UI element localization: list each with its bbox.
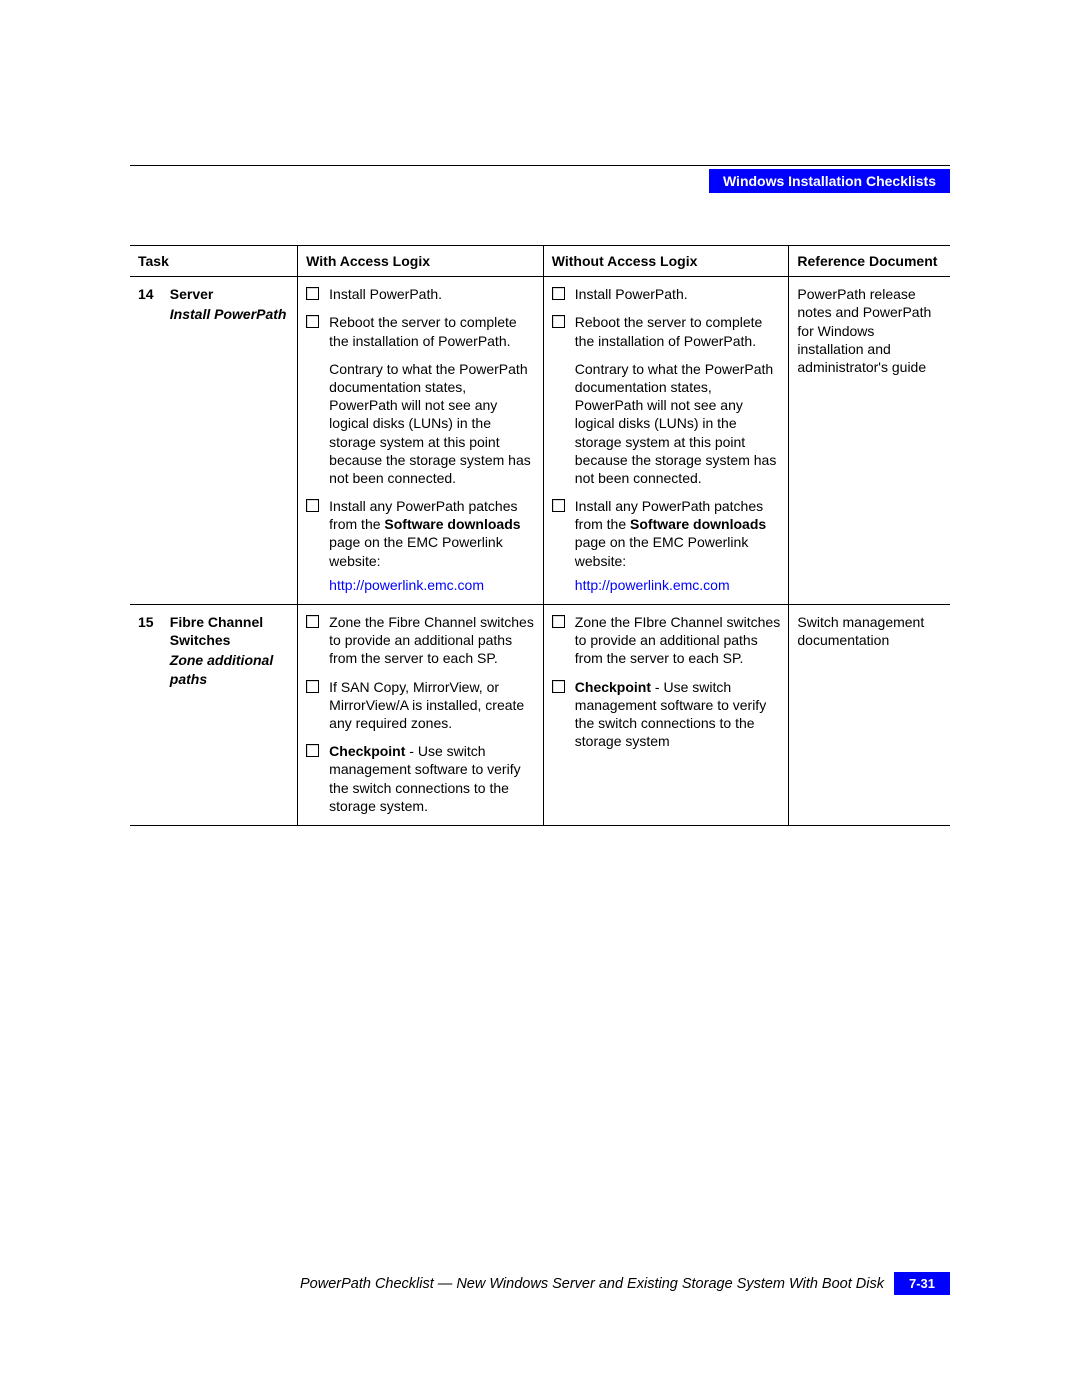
checklist-item-text: Install any PowerPath patches from the S… — [329, 497, 535, 594]
checkbox-icon — [306, 615, 319, 628]
checklist-item: Install PowerPath. — [552, 285, 781, 303]
task-title: Fibre Channel Switches — [170, 613, 289, 649]
checklist-item-text: Install PowerPath. — [575, 285, 781, 303]
task-subtitle: Install PowerPath — [170, 305, 289, 323]
checkbox-icon — [306, 315, 319, 328]
page-content: Windows Installation Checklists Task Wit… — [130, 165, 950, 826]
col-with: With Access Logix — [298, 246, 544, 277]
task-subtitle: Zone additional paths — [170, 651, 289, 687]
task-cell: Server Install PowerPath — [162, 277, 298, 605]
col-without: Without Access Logix — [543, 246, 789, 277]
checklist-item: Install PowerPath. — [306, 285, 535, 303]
checkbox-icon — [552, 499, 565, 512]
section-header: Windows Installation Checklists — [709, 169, 950, 193]
link[interactable]: http://powerlink.emc.com — [575, 577, 730, 593]
checklist-item: Install any PowerPath patches from the S… — [552, 497, 781, 594]
checklist-item-text: Install PowerPath. — [329, 285, 535, 303]
header-bar: Windows Installation Checklists — [130, 169, 950, 193]
col-ref: Reference Document — [789, 246, 950, 277]
checklist-item: Checkpoint - Use switch management softw… — [306, 742, 535, 815]
checkbox-icon — [306, 499, 319, 512]
checklist-item: Checkpoint - Use switch management softw… — [552, 678, 781, 751]
checklist-item-text: Zone the FIbre Channel switches to provi… — [575, 613, 781, 668]
reference-cell: Switch management documentation — [789, 605, 950, 826]
table-row: 14 Server Install PowerPath Install PowerPa… — [130, 277, 950, 605]
checklist-item: Zone the Fibre Channel switches to provi… — [306, 613, 535, 668]
checklist-item-text: Install any PowerPath patches from the S… — [575, 497, 781, 594]
checklist-item: Reboot the server to complete the instal… — [552, 313, 781, 349]
checklist-item-note: Contrary to what the PowerPath documenta… — [575, 360, 781, 487]
with-access-cell: Install PowerPath. Reboot the server to c… — [298, 277, 544, 605]
checklist-item-text: Zone the Fibre Channel switches to provi… — [329, 613, 535, 668]
footer-page-number: 7-31 — [894, 1272, 950, 1295]
checklist-item-text: Checkpoint - Use switch management softw… — [329, 742, 535, 815]
checkbox-icon — [306, 680, 319, 693]
checkbox-icon — [552, 315, 565, 328]
with-access-cell: Zone the Fibre Channel switches to provi… — [298, 605, 544, 826]
checklist-item-text: Checkpoint - Use switch management softw… — [575, 678, 781, 751]
checklist-item-note: Contrary to what the PowerPath documenta… — [329, 360, 535, 487]
reference-cell: PowerPath release notes and PowerPath fo… — [789, 277, 950, 605]
checklist-item: Reboot the server to complete the instal… — [306, 313, 535, 349]
checklist-item-text: If SAN Copy, MirrorView, or MirrorView/A… — [329, 678, 535, 733]
checklist-item: If SAN Copy, MirrorView, or MirrorView/A… — [306, 678, 535, 733]
row-number: 14 — [130, 277, 162, 605]
checkbox-icon — [552, 680, 565, 693]
checklist-item-text: Reboot the server to complete the instal… — [575, 313, 781, 349]
checklist-item: Install any PowerPath patches from the S… — [306, 497, 535, 594]
footer-title: PowerPath Checklist — New Windows Server… — [300, 1276, 884, 1292]
task-cell: Fibre Channel SwitchesZone additional pa… — [162, 605, 298, 826]
checklist-table: Task With Access Logix Without Access Lo… — [130, 245, 950, 826]
checkbox-icon — [552, 287, 565, 300]
task-title: Server — [170, 285, 289, 303]
col-task: Task — [130, 246, 298, 277]
without-access-cell: Install PowerPath. Reboot the server to c… — [543, 277, 789, 605]
checkbox-icon — [306, 287, 319, 300]
link[interactable]: http://powerlink.emc.com — [329, 577, 484, 593]
checkbox-icon — [552, 615, 565, 628]
row-number: 15 — [130, 605, 162, 826]
checklist-item-text: Reboot the server to complete the instal… — [329, 313, 535, 349]
table-row: 15Fibre Channel SwitchesZone additional … — [130, 605, 950, 826]
top-rule — [130, 165, 950, 166]
page-footer: PowerPath Checklist — New Windows Server… — [130, 1272, 950, 1295]
without-access-cell: Zone the FIbre Channel switches to provi… — [543, 605, 789, 826]
checklist-item: Zone the FIbre Channel switches to provi… — [552, 613, 781, 668]
checkbox-icon — [306, 744, 319, 757]
table-header-row: Task With Access Logix Without Access Lo… — [130, 246, 950, 277]
